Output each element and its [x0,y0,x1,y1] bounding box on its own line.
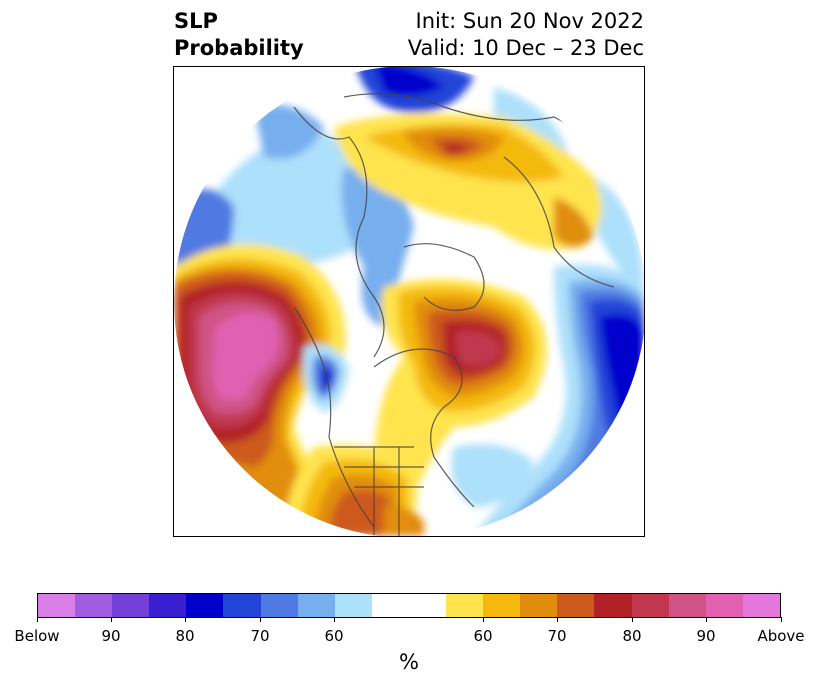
colorbar-segment [334,594,372,617]
colorbar-tick-label: 80 [622,627,642,645]
colorbar-segment [186,594,224,617]
colorbar-segment [520,594,558,617]
colorbar-tick-label: 70 [250,627,270,645]
colorbar-tick-label: Below [14,627,60,645]
colorbar-segment [75,594,113,617]
colorbar-tick [36,617,38,622]
valid-range: Valid: 10 Dec – 23 Dec [407,36,644,60]
colorbar-segment [149,594,187,617]
colorbar-unit-label: % [399,650,419,674]
colorbar-tick [259,617,261,622]
colorbar-tick-label: 90 [696,627,716,645]
colorbar-tick-label: 60 [473,627,493,645]
colorbar-tick [110,617,112,622]
map-subtitle: Init: Sun 20 Nov 2022 Valid: 10 Dec – 23… [408,8,644,62]
colorbar-segment [260,594,298,617]
colorbar-tick-label: 70 [547,627,567,645]
colorbar-segment [446,594,484,617]
colorbar-tick [184,617,186,622]
colorbar-segment [705,594,743,617]
colorbar-tick-label: 80 [175,627,195,645]
title-product: Probability [174,36,304,60]
colorbar-tick [333,617,335,622]
colorbar [37,593,781,618]
colorbar-segment [112,594,150,617]
colorbar-tick [556,617,558,622]
probability-field [174,67,644,536]
colorbar-segment [371,594,409,617]
colorbar-segment [557,594,595,617]
init-date: Init: Sun 20 Nov 2022 [415,9,644,33]
colorbar-segment [668,594,706,617]
colorbar-tick [482,617,484,622]
colorbar-segment [38,594,76,617]
colorbar-segment [631,594,669,617]
colorbar-tick-label: 90 [101,627,121,645]
colorbar-segment [483,594,521,617]
colorbar-tick [631,617,633,622]
colorbar-tick-label: 60 [324,627,344,645]
colorbar-tick [780,617,782,622]
colorbar-segment [223,594,261,617]
colorbar-segment [297,594,335,617]
colorbar-segment [594,594,632,617]
colorbar-segment [742,594,780,617]
colorbar-tick-label: Above [757,627,805,645]
polar-map [173,66,645,537]
colorbar-tick [705,617,707,622]
map-title: SLP Probability [174,8,304,62]
title-variable: SLP [174,9,218,33]
colorbar-segment [408,594,447,617]
